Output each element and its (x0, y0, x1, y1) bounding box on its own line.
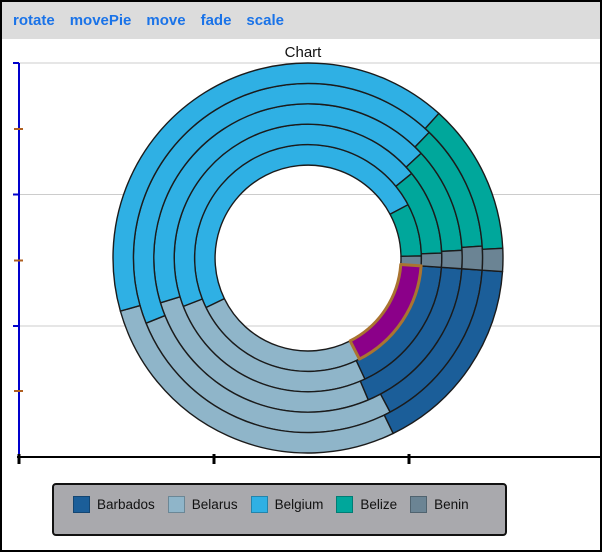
belarus-swatch-icon (167, 496, 185, 513)
legend-label: Benin (434, 497, 469, 512)
toolbar: rotate movePie move fade scale (2, 2, 600, 39)
y-axis (13, 62, 23, 456)
legend-item-belarus[interactable]: Belarus (167, 496, 238, 513)
x-axis (17, 454, 600, 464)
legend-item-belgium[interactable]: Belgium (250, 496, 324, 513)
legend-item-barbados[interactable]: Barbados (73, 496, 155, 513)
legend-label: Belize (360, 497, 398, 512)
pie-segment-ring3-benin[interactable] (440, 249, 463, 270)
barbados-swatch-icon (73, 496, 90, 513)
pie-segment-ring1-barbados[interactable] (348, 262, 423, 361)
legend-label: Belgium (274, 497, 324, 512)
pie-segment-ring4-benin[interactable] (461, 245, 484, 271)
fade-link[interactable]: fade (200, 12, 232, 29)
belize-swatch-icon (336, 496, 354, 513)
chart-title: Chart (284, 44, 322, 61)
scale-link[interactable]: scale (246, 12, 284, 29)
movepie-link[interactable]: movePie (69, 12, 132, 29)
belgium-swatch-icon (250, 496, 268, 513)
benin-swatch-icon (410, 496, 428, 513)
legend-label: Barbados (97, 497, 155, 512)
legend-label: Belarus (191, 497, 238, 512)
legend-item-benin[interactable]: Benin (410, 496, 469, 513)
pie-segment-ring2-benin[interactable] (420, 252, 443, 269)
donut-rings (112, 62, 504, 454)
rotate-link[interactable]: rotate (13, 12, 55, 29)
legend-box: Barbados Belarus Belgium Belize Benin (52, 483, 507, 536)
move-link[interactable]: move (146, 12, 186, 29)
legend-item-belize[interactable]: Belize (336, 496, 397, 513)
pie-segment-ring5-benin[interactable] (481, 247, 504, 273)
